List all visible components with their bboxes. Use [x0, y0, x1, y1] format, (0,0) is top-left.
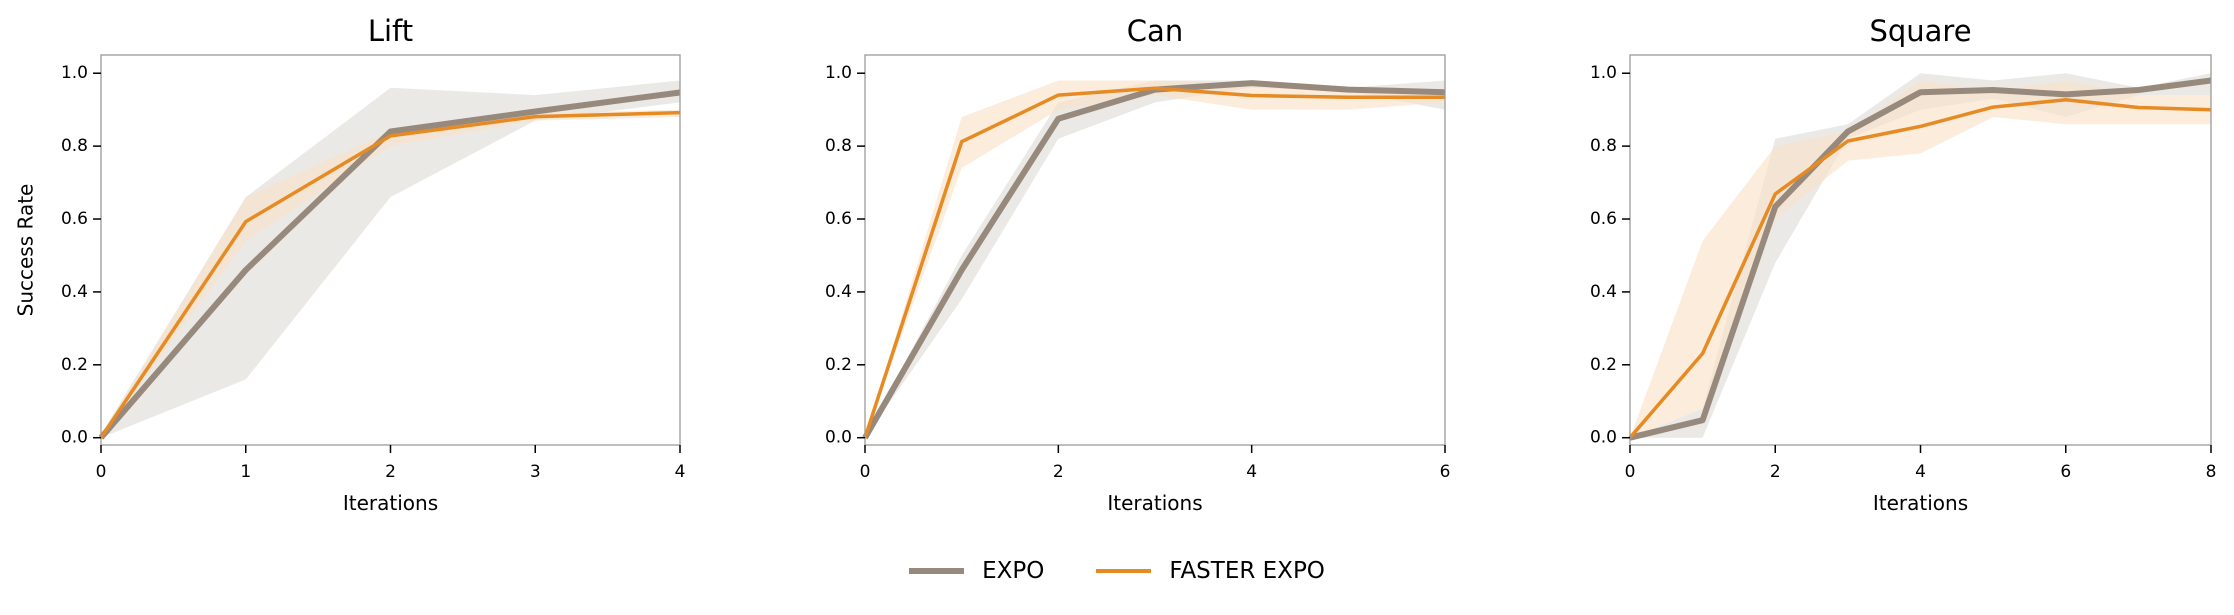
x-tick-label: 4	[1915, 462, 1926, 482]
legend-item-expo: EXPO	[909, 556, 1044, 586]
lift-expo-line	[98, 89, 681, 440]
y-tick-label: 0.4	[825, 282, 852, 302]
y-tick-label: 1.0	[1590, 63, 1617, 83]
y-axis-label: Success Rate	[14, 184, 38, 317]
y-tick-label: 0.2	[61, 355, 88, 375]
can-expo-band	[865, 80, 1445, 438]
can-axes-frame	[864, 54, 1446, 446]
legend-swatch-expo-icon	[909, 568, 965, 574]
lift-expo-band	[101, 80, 680, 438]
legend-label-expo: EXPO	[982, 558, 1045, 584]
can-title: Can	[1127, 14, 1183, 48]
lift-faster-expo-band	[101, 109, 680, 438]
y-tick-label: 0.0	[61, 428, 88, 448]
x-tick-label: 4	[1246, 462, 1257, 482]
square-faster-expo-band	[1630, 80, 2211, 438]
y-tick-label: 0.6	[61, 209, 88, 229]
y-tick-label: 0.4	[61, 282, 88, 302]
can-expo-line	[862, 80, 1446, 440]
square-faster-expo-line	[1628, 98, 2212, 439]
y-tick-label: 0.4	[1590, 282, 1617, 302]
legend: EXPO FASTER EXPO	[0, 556, 2234, 586]
legend-item-faster-expo: FASTER EXPO	[1096, 556, 1325, 586]
lift-title: Lift	[368, 14, 413, 48]
y-tick-label: 0.8	[825, 136, 852, 156]
can-faster-expo-line	[863, 86, 1445, 439]
x-tick-label: 2	[385, 462, 396, 482]
x-tick-label: 2	[1053, 462, 1064, 482]
y-tick-label: 0.6	[1590, 209, 1617, 229]
y-tick-label: 0.8	[61, 136, 88, 156]
y-tick-label: 0.0	[1590, 428, 1617, 448]
square-x-axis-label: Iterations	[1873, 491, 1968, 515]
subplot-square: 0.0 0.2 0.4 0.6 0.8 1.0 0 2 4 6 8 Iterations Square	[1590, 14, 2216, 515]
x-tick-label: 0	[1625, 462, 1636, 482]
y-tick-label: 0.0	[825, 428, 852, 448]
x-tick-label: 0	[860, 462, 871, 482]
square-title: Square	[1869, 14, 1971, 48]
x-tick-label: 2	[1770, 462, 1781, 482]
subplot-lift: 0.0 0.2 0.4 0.6 0.8 1.0 0 1 2 3 4 Iterations Lift	[61, 14, 685, 515]
y-tick-label: 1.0	[61, 63, 88, 83]
lift-x-axis-label: Iterations	[343, 491, 438, 515]
x-tick-label: 6	[2060, 462, 2071, 482]
legend-swatch-faster-expo-icon	[1096, 569, 1152, 573]
subplot-can: 0.0 0.2 0.4 0.6 0.8 1.0 0 2 4 6 Iterations Can	[825, 14, 1450, 515]
legend-label-faster-expo: FASTER EXPO	[1169, 558, 1325, 584]
y-tick-label: 0.2	[1590, 355, 1617, 375]
y-tick-label: 0.2	[825, 355, 852, 375]
x-tick-label: 4	[675, 462, 686, 482]
x-tick-label: 1	[240, 462, 251, 482]
y-tick-label: 0.6	[825, 209, 852, 229]
x-tick-label: 0	[96, 462, 107, 482]
y-tick-label: 1.0	[825, 63, 852, 83]
can-faster-expo-band	[865, 80, 1445, 438]
x-tick-label: 8	[2206, 462, 2217, 482]
square-expo-line	[1629, 77, 2212, 441]
y-tick-label: 0.8	[1590, 136, 1617, 156]
x-tick-label: 3	[530, 462, 541, 482]
can-x-axis-label: Iterations	[1107, 491, 1202, 515]
lift-faster-expo-line	[99, 110, 681, 439]
x-tick-label: 6	[1440, 462, 1451, 482]
